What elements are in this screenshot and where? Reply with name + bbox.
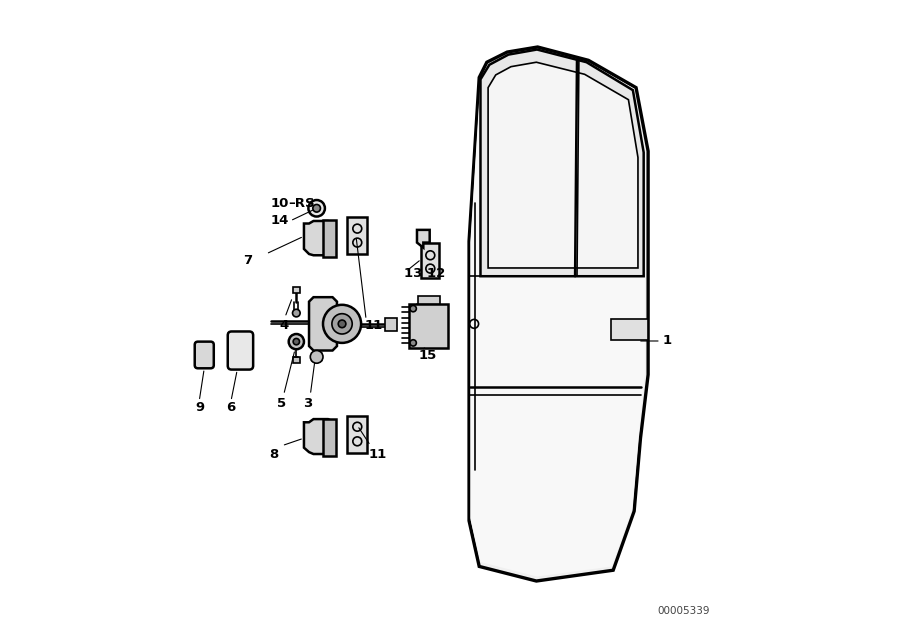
- Polygon shape: [304, 419, 335, 454]
- Text: 13 12: 13 12: [404, 267, 446, 279]
- Bar: [347, 217, 367, 254]
- Polygon shape: [488, 62, 638, 268]
- Text: 14: 14: [271, 215, 289, 227]
- Circle shape: [309, 200, 325, 217]
- Circle shape: [292, 309, 300, 317]
- Circle shape: [332, 314, 352, 334]
- Text: 6: 6: [227, 401, 236, 414]
- Text: 9: 9: [195, 401, 204, 414]
- Circle shape: [338, 320, 346, 328]
- Polygon shape: [309, 297, 337, 351]
- Text: 1: 1: [662, 335, 671, 347]
- Bar: [197, 346, 211, 365]
- FancyBboxPatch shape: [228, 331, 253, 370]
- Polygon shape: [417, 230, 429, 248]
- Polygon shape: [471, 50, 645, 577]
- Text: 8: 8: [269, 448, 278, 460]
- Text: 11: 11: [369, 448, 387, 460]
- Circle shape: [289, 334, 304, 349]
- Bar: [409, 304, 448, 348]
- Bar: [323, 419, 336, 456]
- Circle shape: [410, 340, 417, 346]
- Text: 7: 7: [244, 254, 253, 267]
- Circle shape: [313, 204, 320, 212]
- Text: –RS: –RS: [289, 197, 315, 210]
- Text: 4: 4: [280, 319, 289, 331]
- Bar: [385, 318, 397, 331]
- Circle shape: [310, 351, 323, 363]
- Bar: [292, 287, 300, 293]
- Bar: [421, 243, 439, 278]
- Text: 10: 10: [271, 197, 289, 210]
- Text: 5: 5: [277, 397, 286, 410]
- Circle shape: [323, 305, 361, 343]
- Text: 11: 11: [364, 319, 382, 331]
- Circle shape: [410, 305, 417, 312]
- Bar: [292, 357, 300, 363]
- Bar: [347, 416, 367, 453]
- Polygon shape: [304, 221, 335, 255]
- Bar: [611, 319, 648, 340]
- Circle shape: [293, 338, 300, 345]
- Text: 00005339: 00005339: [657, 606, 710, 616]
- FancyBboxPatch shape: [194, 342, 214, 368]
- Bar: [231, 337, 250, 366]
- Polygon shape: [469, 47, 648, 581]
- Polygon shape: [481, 50, 644, 276]
- Text: 3: 3: [302, 397, 312, 410]
- Text: 15: 15: [418, 349, 436, 362]
- Text: 2: 2: [332, 319, 342, 331]
- Bar: [323, 220, 336, 257]
- Bar: [418, 296, 440, 304]
